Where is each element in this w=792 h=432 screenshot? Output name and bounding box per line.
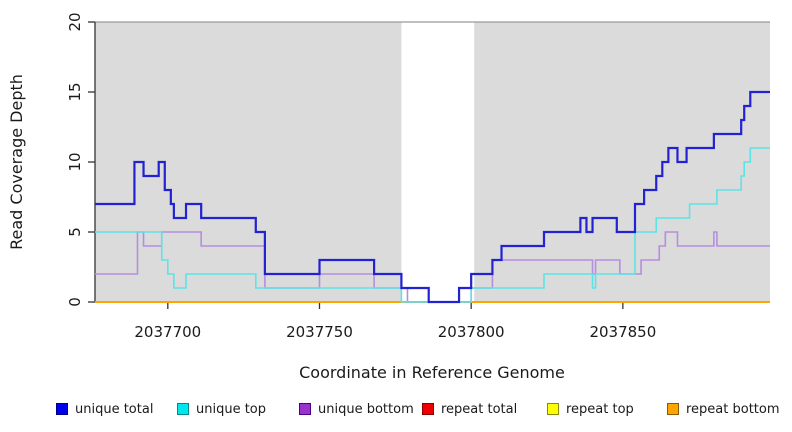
legend-label: repeat bottom xyxy=(686,401,780,417)
legend-item-unique-total: unique total xyxy=(56,399,153,419)
series-line-unique-total xyxy=(95,90,770,304)
y-axis-title: Read Coverage Depth xyxy=(7,74,26,250)
legend-item-repeat-total: repeat total xyxy=(422,399,517,419)
y-tick-label: 10 xyxy=(66,152,84,171)
legend-label: repeat top xyxy=(566,401,634,417)
series-line-unique-top xyxy=(95,147,770,303)
legend-item-unique-bottom: unique bottom xyxy=(299,399,414,419)
x-tick-label: 2037700 xyxy=(134,323,201,341)
legend-label: unique total xyxy=(75,401,154,417)
legend: unique total unique top unique bottom re… xyxy=(0,399,792,421)
coverage-plot: 2037700 2037750 2037800 2037850 0 5 10 15 20 Coo… xyxy=(7,12,770,382)
legend-item-repeat-top: repeat top xyxy=(547,399,634,419)
legend-label: unique bottom xyxy=(318,401,414,417)
legend-swatch-repeat-total xyxy=(422,403,434,415)
legend-swatch-repeat-bottom xyxy=(667,403,679,415)
legend-item-unique-top: unique top xyxy=(177,399,266,419)
coverage-region-band xyxy=(474,22,770,302)
legend-swatch-unique-top xyxy=(177,403,189,415)
legend-swatch-unique-total xyxy=(56,403,68,415)
coverage-region-band xyxy=(95,22,402,302)
y-tick-label: 0 xyxy=(66,297,84,307)
legend-item-repeat-bottom: repeat bottom xyxy=(667,399,780,419)
x-tick-label: 2037750 xyxy=(286,323,353,341)
y-tick-label: 15 xyxy=(66,82,84,101)
y-tick-label: 5 xyxy=(66,227,84,237)
x-axis-title: Coordinate in Reference Genome xyxy=(299,363,565,382)
x-tick-label: 2037800 xyxy=(438,323,505,341)
legend-swatch-repeat-top xyxy=(547,403,559,415)
legend-label: repeat total xyxy=(441,401,518,417)
legend-swatch-unique-bottom xyxy=(299,403,311,415)
y-tick-label: 20 xyxy=(66,12,84,31)
x-tick-label: 2037850 xyxy=(589,323,656,341)
legend-label: unique top xyxy=(196,401,267,417)
